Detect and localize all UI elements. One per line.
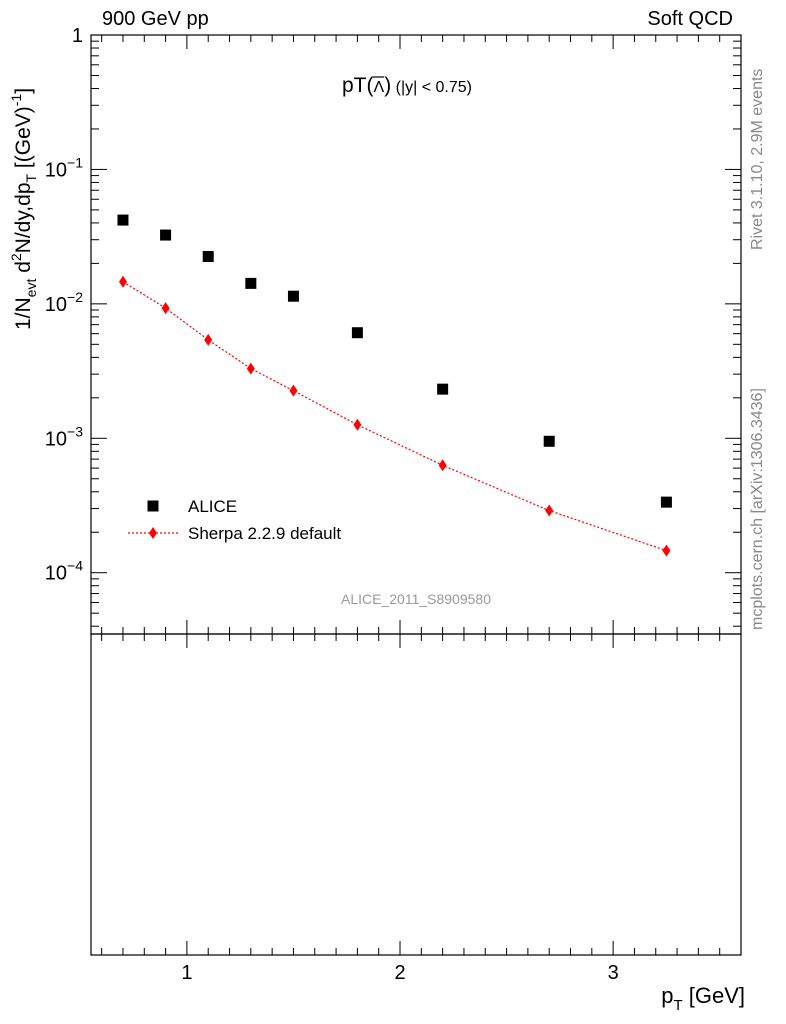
x-axis-label: pT [GeV]: [661, 983, 745, 1014]
data-point: [160, 229, 172, 241]
legend: ALICE Sherpa 2.2.9 default: [128, 497, 341, 543]
mc-point: [662, 544, 671, 557]
mc-point: [204, 333, 213, 346]
data-point: [287, 290, 299, 302]
y-tick-label: 10−2: [45, 289, 83, 316]
data-point: [543, 435, 555, 447]
legend-label: ALICE: [188, 497, 237, 516]
data-point: [202, 251, 214, 263]
series-sherpa: [118, 275, 671, 557]
y-tick-label: 10−1: [45, 154, 83, 181]
axis-ticks: [91, 34, 742, 955]
data-point: [117, 214, 129, 226]
legend-marker: [149, 527, 157, 539]
legend-entry: ALICE: [147, 497, 237, 516]
mc-point: [118, 275, 127, 288]
axis-labels: 1 2 3 1 10−1 10−2 10−3 10−4 1/Nevt d2N/dy,dpT [(…: [8, 25, 745, 1014]
mc-point: [289, 384, 298, 397]
y-axis-label: 1/Nevt d2N/dy,dpT [(GeV)-1]: [8, 88, 39, 330]
y-tick-label: 10−4: [45, 558, 83, 585]
mc-point: [438, 459, 447, 472]
data-point: [437, 383, 449, 395]
plot-title: pT(Λ) (|y| < 0.75): [342, 74, 472, 97]
legend-entry: Sherpa 2.2.9 default: [128, 524, 341, 543]
ratio-plot-frame: [90, 633, 742, 956]
legend-label: Sherpa 2.2.9 default: [188, 524, 341, 543]
main-plot-frame: [90, 34, 742, 635]
header-right: Soft QCD: [647, 8, 733, 30]
x-tick-label: 2: [394, 962, 405, 984]
x-tick-label: 3: [608, 962, 619, 984]
mc-point: [545, 504, 554, 517]
data-point: [660, 496, 672, 508]
mc-point: [246, 362, 255, 375]
data-point: [351, 327, 363, 339]
series-layer: [117, 214, 672, 557]
x-tick-label: 1: [181, 962, 192, 984]
data-point: [245, 277, 257, 289]
plot-frames: [90, 34, 742, 956]
mc-point: [161, 302, 170, 315]
y-tick-label: 1: [72, 25, 83, 47]
series-alice: [117, 214, 672, 508]
legend-marker: [147, 500, 159, 512]
header-left: 900 GeV pp: [102, 8, 209, 30]
y-tick-label: 10−3: [45, 423, 83, 450]
mc-point: [353, 418, 362, 431]
analysis-label: ALICE_2011_S8909580: [341, 591, 491, 607]
